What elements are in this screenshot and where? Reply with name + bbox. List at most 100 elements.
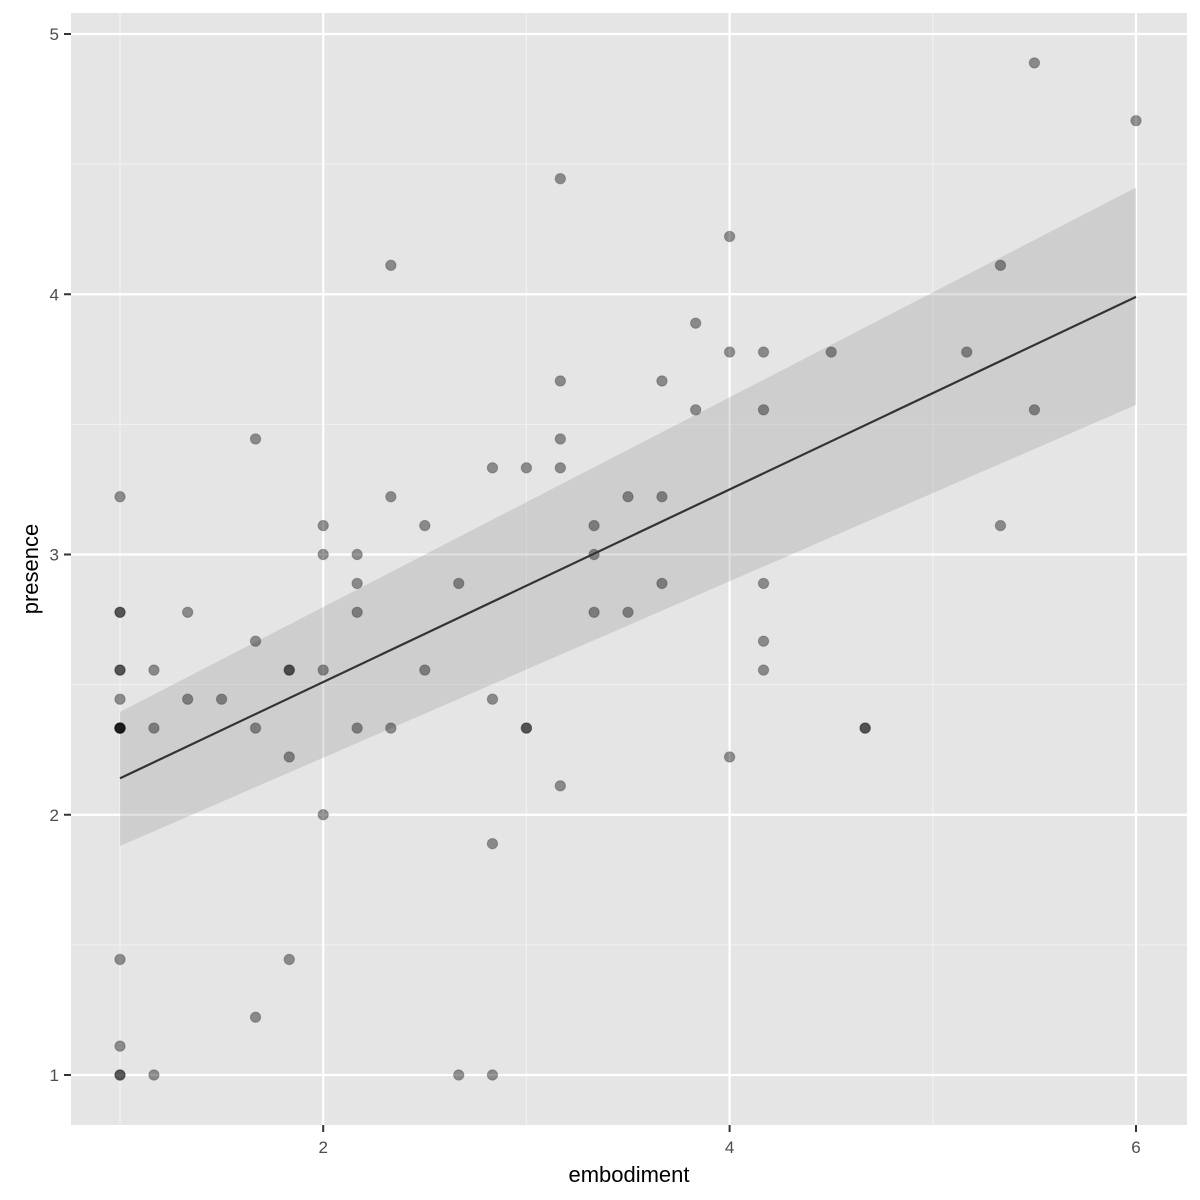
data-point — [520, 722, 533, 734]
data-point — [351, 722, 363, 734]
data-point — [419, 519, 431, 532]
data-point — [385, 722, 397, 734]
data-point — [148, 722, 160, 734]
data-point — [622, 606, 634, 618]
x-axis-title: embodiment — [568, 1162, 689, 1187]
y-tick-label: 3 — [50, 546, 59, 565]
data-point — [486, 837, 499, 850]
plot-panel — [71, 13, 1187, 1125]
data-point — [114, 1069, 126, 1081]
y-tick-label: 5 — [50, 25, 59, 44]
data-point — [588, 519, 600, 532]
data-point — [114, 722, 126, 734]
x-axis: 2 4 6 — [318, 1125, 1141, 1157]
data-point — [656, 491, 668, 503]
data-point — [453, 577, 465, 590]
data-point — [757, 346, 770, 358]
data-point — [283, 953, 295, 966]
data-point — [181, 606, 194, 618]
data-point — [520, 722, 533, 734]
y-tick-label: 1 — [50, 1066, 59, 1085]
data-point — [283, 664, 295, 676]
data-point — [453, 1069, 465, 1081]
data-point — [689, 317, 702, 329]
y-tick-label: 2 — [50, 806, 59, 825]
data-point — [723, 751, 736, 763]
data-point — [114, 722, 126, 734]
data-point — [283, 751, 295, 763]
y-axis: 1 2 3 4 5 — [50, 25, 71, 1085]
data-point — [351, 577, 363, 590]
data-point — [757, 664, 770, 676]
data-point — [723, 346, 736, 358]
data-point — [114, 722, 126, 734]
data-point — [385, 491, 397, 503]
data-point — [486, 693, 499, 705]
data-point — [554, 433, 567, 445]
data-point — [114, 664, 126, 676]
data-point — [148, 664, 160, 676]
data-point — [859, 722, 871, 734]
data-point — [689, 404, 702, 416]
data-point — [114, 1040, 126, 1052]
confidence-band — [120, 187, 1136, 846]
minor-gridlines — [71, 13, 1187, 1125]
data-point — [520, 462, 533, 474]
x-tick-label: 6 — [1131, 1138, 1140, 1157]
data-point — [554, 375, 567, 387]
data-point — [1130, 114, 1142, 127]
data-point — [114, 491, 126, 503]
data-point — [283, 664, 295, 676]
data-point — [656, 375, 668, 387]
data-point — [385, 259, 397, 272]
data-point — [249, 722, 262, 734]
data-point — [486, 1069, 499, 1081]
data-points — [114, 57, 1142, 1081]
data-point — [249, 635, 262, 647]
data-point — [554, 780, 567, 792]
major-gridlines — [71, 13, 1187, 1125]
data-point — [249, 1011, 262, 1023]
data-point — [249, 433, 262, 445]
data-point — [1028, 57, 1041, 69]
data-point — [114, 953, 126, 966]
data-point — [114, 693, 126, 705]
y-tick-label: 4 — [50, 285, 59, 304]
data-point — [351, 548, 363, 561]
regression-line — [119, 295, 1137, 780]
data-point — [317, 809, 329, 821]
data-point — [825, 346, 837, 358]
data-point — [181, 693, 194, 705]
data-point — [994, 259, 1007, 272]
data-point — [114, 664, 126, 676]
data-point — [622, 491, 634, 503]
data-point — [317, 519, 329, 532]
data-point — [114, 722, 126, 734]
data-point — [554, 462, 567, 474]
data-point — [1028, 404, 1041, 416]
data-point — [757, 404, 770, 416]
x-tick-label: 4 — [725, 1138, 734, 1157]
data-point — [114, 606, 126, 618]
data-point — [148, 1069, 160, 1081]
data-point — [757, 577, 770, 590]
data-point — [588, 606, 600, 618]
data-point — [859, 722, 871, 734]
data-point — [114, 606, 126, 618]
data-point — [317, 548, 329, 561]
data-point — [351, 606, 363, 618]
data-point — [215, 693, 228, 705]
data-point — [656, 577, 668, 590]
data-point — [961, 346, 973, 358]
x-tick-label: 2 — [318, 1138, 327, 1157]
data-point — [554, 172, 567, 185]
data-point — [317, 664, 329, 676]
data-point — [723, 230, 736, 243]
data-point — [757, 635, 770, 647]
data-point — [114, 1069, 126, 1081]
y-axis-title: presence — [18, 524, 43, 615]
data-point — [994, 519, 1007, 532]
data-point — [486, 462, 499, 474]
data-point — [419, 664, 431, 676]
